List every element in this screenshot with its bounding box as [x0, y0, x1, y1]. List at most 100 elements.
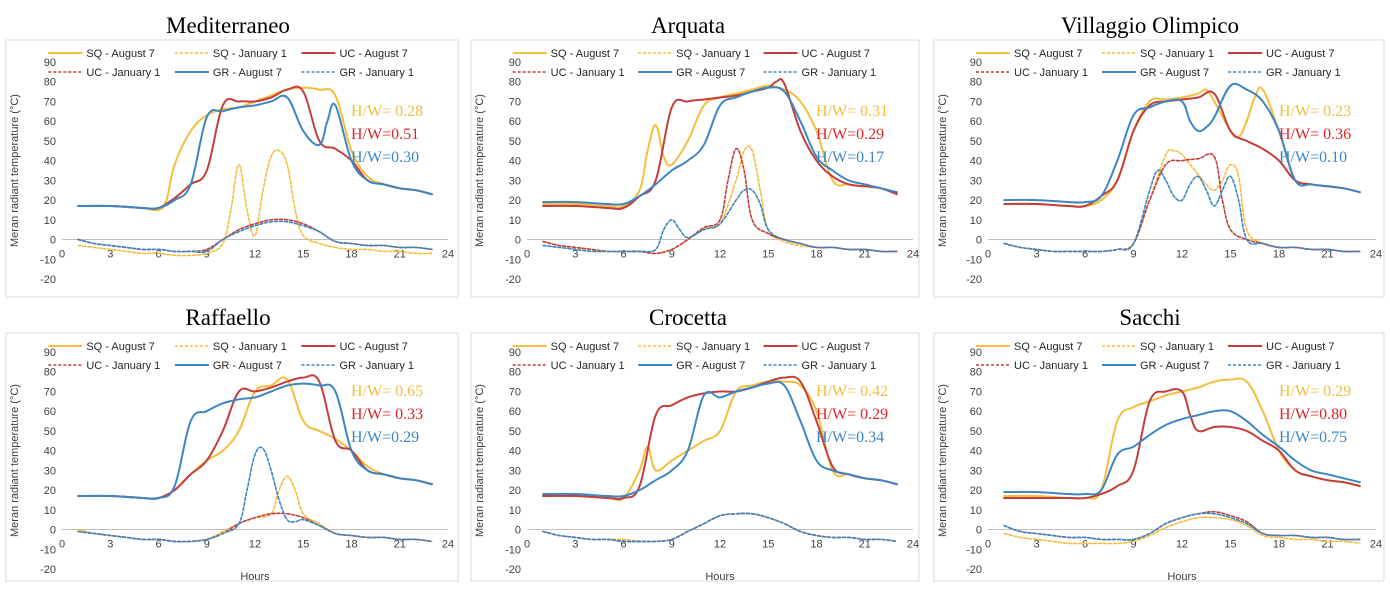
hw-annotation: H/W= 0.65	[351, 383, 423, 400]
hw-annotation: H/W= 0.36	[1279, 126, 1351, 143]
x-tick-label: 9	[669, 539, 675, 551]
x-tick-label: 12	[249, 539, 261, 551]
y-tick-label: -20	[966, 274, 982, 286]
y-tick-label: 40	[970, 156, 982, 168]
series-line	[77, 94, 433, 210]
hw-annotation: H/W=0.51	[351, 126, 419, 143]
hw-annotation: H/W=0.80	[1279, 406, 1347, 423]
x-tick-label: 3	[107, 539, 113, 551]
x-tick-label: 6	[155, 249, 161, 261]
legend-label: GR - January 1	[802, 360, 877, 372]
chart-frame	[933, 39, 1385, 298]
hw-annotation: H/W=0.17	[816, 149, 884, 166]
legend-label: GR - January 1	[339, 360, 414, 372]
y-tick-label: 10	[44, 215, 56, 227]
x-tick-label: 21	[394, 539, 406, 551]
y-tick-label: 40	[44, 446, 56, 458]
hw-annotation: H/W= 0.29	[1279, 383, 1351, 400]
legend-label: UC - January 1	[86, 67, 160, 79]
legend-label: SQ - January 1	[1140, 48, 1214, 60]
y-tick-label: 50	[44, 136, 56, 148]
legend-label: UC - August 7	[339, 341, 407, 353]
x-tick-label: 24	[907, 539, 919, 551]
legend-label: UC - August 7	[802, 48, 870, 60]
y-tick-label: -20	[40, 274, 56, 286]
y-tick-label: 70	[970, 96, 982, 108]
hw-annotation: H/W= 0.28	[351, 103, 423, 120]
chart-title: Raffaello	[185, 305, 270, 330]
y-tick-label: 60	[44, 116, 56, 128]
legend-label: UC - August 7	[339, 48, 407, 60]
series-line	[1003, 388, 1361, 500]
y-tick-label: 30	[44, 175, 56, 187]
legend-label: GR - January 1	[1266, 360, 1341, 372]
legend-label: SQ - August 7	[551, 48, 619, 60]
x-axis-label: Hours	[240, 571, 270, 583]
x-tick-label: 0	[985, 539, 991, 551]
legend-label: UC - January 1	[1014, 360, 1088, 372]
y-tick-label: 30	[970, 465, 982, 477]
legend-label: UC - January 1	[1014, 67, 1088, 79]
x-tick-label: 24	[1370, 249, 1382, 261]
x-tick-label: 12	[714, 249, 726, 261]
y-tick-label: 80	[44, 77, 56, 89]
y-tick-label: 20	[970, 485, 982, 497]
x-tick-label: 3	[1033, 539, 1039, 551]
x-tick-label: 15	[1224, 249, 1236, 261]
y-tick-label: 10	[44, 505, 56, 517]
x-tick-label: 21	[1321, 539, 1333, 551]
hw-annotation: H/W=0.10	[1279, 149, 1347, 166]
legend-label: UC - January 1	[86, 360, 160, 372]
series-line	[542, 86, 898, 206]
x-tick-label: 3	[1033, 249, 1039, 261]
series-line	[1003, 82, 1361, 204]
y-tick-label: 0	[50, 525, 56, 537]
y-tick-label: 60	[970, 116, 982, 128]
series-line	[542, 380, 898, 502]
hw-annotation: H/W= 0.23	[1279, 103, 1351, 120]
legend-label: SQ - January 1	[213, 341, 287, 353]
x-tick-label: 0	[59, 539, 65, 551]
legend-label: GR - January 1	[1266, 67, 1341, 79]
y-axis-label: Meran radiant temperature (°C)	[9, 94, 21, 247]
legend-label: SQ - January 1	[676, 341, 750, 353]
y-tick-label: 40	[970, 446, 982, 458]
legend-label: SQ - August 7	[1014, 48, 1082, 60]
hw-annotation: H/W= 0.31	[816, 103, 888, 120]
x-tick-label: 18	[810, 539, 822, 551]
legend-label: UC - January 1	[551, 360, 625, 372]
series-line	[542, 512, 898, 543]
x-tick-label: 24	[442, 249, 454, 261]
y-tick-label: 90	[970, 57, 982, 69]
y-tick-label: 30	[44, 465, 56, 477]
x-tick-label: 0	[524, 539, 530, 551]
chart-title: Arquata	[651, 13, 725, 38]
series-line	[1003, 516, 1361, 545]
legend-label: UC - January 1	[551, 67, 625, 79]
series-line	[1003, 512, 1361, 541]
y-tick-label: -10	[40, 544, 56, 556]
y-tick-label: 50	[44, 426, 56, 438]
y-tick-label: 30	[509, 175, 521, 187]
x-tick-label: 15	[297, 249, 309, 261]
y-tick-label: 10	[970, 505, 982, 517]
y-tick-label: 70	[509, 386, 521, 398]
y-tick-label: 0	[976, 235, 982, 247]
legend-label: GR - August 7	[676, 360, 745, 372]
chart-title: Crocetta	[649, 305, 727, 330]
y-tick-label: 10	[509, 505, 521, 517]
y-tick-label: 90	[44, 347, 56, 359]
legend-label: UC - August 7	[1266, 341, 1334, 353]
x-tick-label: 24	[442, 539, 454, 551]
legend-label: GR - January 1	[802, 67, 877, 79]
x-tick-label: 0	[985, 249, 991, 261]
x-tick-label: 15	[297, 539, 309, 551]
x-tick-label: 6	[620, 539, 626, 551]
chart-frame	[5, 332, 459, 582]
x-tick-label: 0	[59, 249, 65, 261]
hw-annotation: H/W=0.29	[816, 126, 884, 143]
y-axis-label: Meran radiant temperature (°C)	[937, 384, 949, 537]
y-tick-label: 80	[970, 367, 982, 379]
x-tick-label: 6	[1082, 539, 1088, 551]
